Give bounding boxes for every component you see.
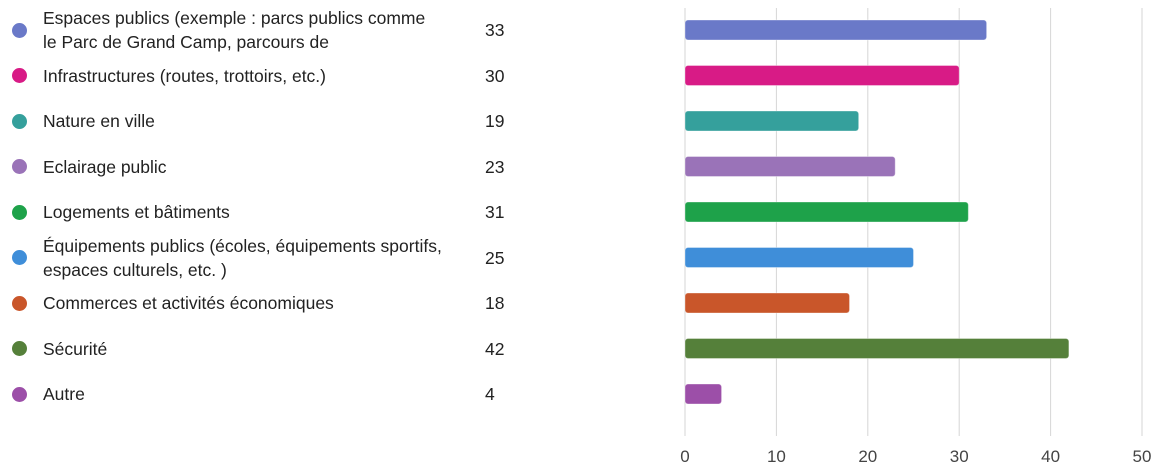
legend-item: Espaces publics (exemple : parcs publics… (0, 8, 540, 52)
bar (684, 110, 860, 132)
data-label: 19 (485, 111, 505, 131)
legend-dot-icon (12, 22, 27, 38)
legend-item: Infrastructures (routes, trottoirs, etc.… (0, 54, 540, 98)
legend-label: Autre (43, 384, 85, 404)
data-label: 33 (485, 20, 505, 40)
bar (684, 156, 896, 177)
legend-dot-icon (12, 341, 27, 356)
legend-dot-icon (12, 250, 27, 265)
legend-item: Autre 4 (0, 372, 540, 416)
bar (684, 383, 723, 405)
data-label: 42 (485, 338, 505, 359)
legend-dot-icon (12, 386, 27, 402)
legend-label: Espaces publics (exemple : parcs publics… (43, 8, 426, 52)
data-label: 4 (485, 384, 495, 404)
legend-label: Logements et bâtiments (43, 202, 230, 222)
bar (684, 292, 851, 314)
legend-item: Sécurité 42 (0, 327, 540, 371)
bar (684, 201, 969, 223)
legend-label: Commerces et activités économiques (43, 293, 334, 313)
legend-item: Nature en ville 19 (0, 99, 540, 143)
bar (684, 338, 1070, 359)
legend-dot-icon (12, 204, 27, 220)
legend-item: Commerces et activités économiques 18 (0, 281, 540, 325)
legend-label: Infrastructures (routes, trottoirs, etc.… (43, 65, 326, 86)
x-tick-label: 20 (858, 447, 877, 466)
bar (684, 19, 988, 41)
legend-label: Sécurité (43, 338, 108, 359)
data-label: 18 (485, 293, 505, 313)
bar (684, 65, 960, 86)
x-tick-label: 50 (1133, 447, 1152, 466)
legend-item: Eclairage public 23 (0, 145, 540, 189)
data-label: 31 (485, 202, 505, 222)
bar (684, 247, 914, 268)
data-label: 23 (485, 156, 505, 177)
legend-label: Nature en ville (43, 111, 155, 131)
legend-dot-icon (12, 295, 27, 311)
x-tick-label: 10 (767, 447, 786, 466)
x-tick-label: 40 (1041, 447, 1060, 466)
x-tick-label: 30 (950, 447, 969, 466)
legend-label: Eclairage public (43, 156, 167, 177)
legend-dot-icon (12, 159, 27, 174)
data-label: 30 (485, 65, 505, 86)
legend-item: Équipements publics (écoles, équipements… (0, 236, 540, 280)
legend-dot-icon (12, 113, 27, 129)
legend-item: Logements et bâtiments 31 (0, 190, 540, 234)
legend-dot-icon (12, 68, 27, 83)
legend-label: Équipements publics (écoles, équipements… (43, 235, 442, 280)
x-tick-label: 0 (680, 447, 689, 466)
chart-legend: Espaces publics (exemple : parcs publics… (0, 0, 540, 468)
data-label: 25 (485, 247, 505, 268)
